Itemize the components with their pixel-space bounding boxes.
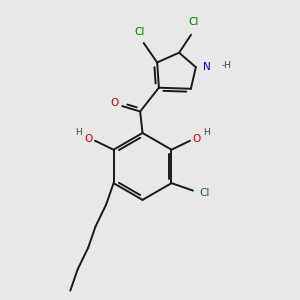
Text: Cl: Cl (134, 27, 144, 37)
Text: N: N (203, 62, 211, 72)
Text: Cl: Cl (189, 17, 199, 27)
Text: Cl: Cl (199, 188, 209, 198)
Text: H: H (203, 128, 210, 137)
Text: H: H (75, 128, 82, 137)
Text: O: O (111, 98, 119, 108)
Text: O: O (193, 134, 201, 144)
Text: -H: -H (221, 61, 231, 70)
Text: O: O (84, 134, 93, 144)
